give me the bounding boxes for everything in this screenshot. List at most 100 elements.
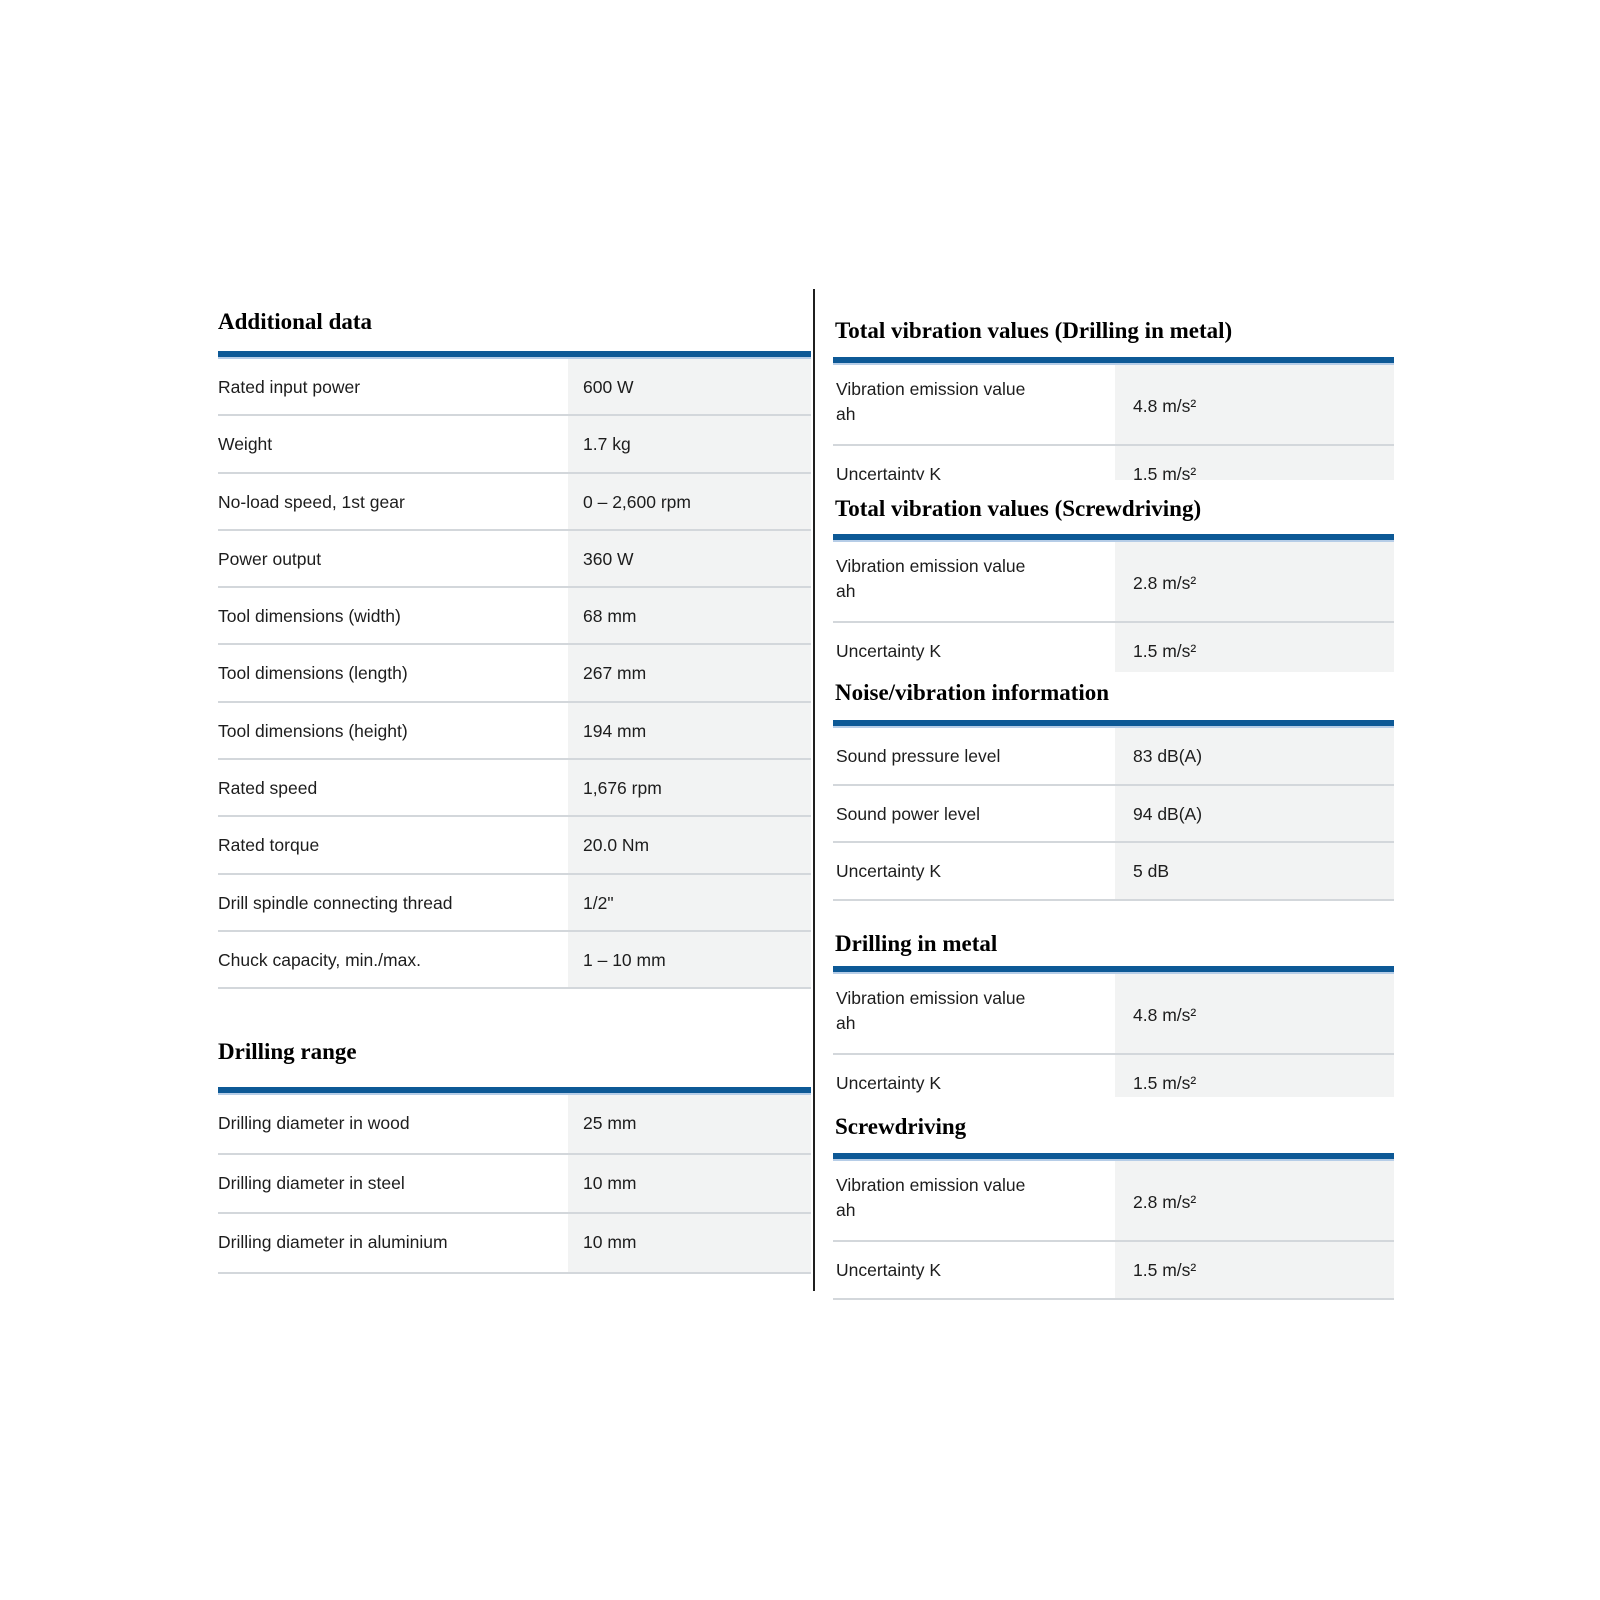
spec-value: 2.8 m/s²	[1115, 542, 1394, 621]
section-title-noise-vibration: Noise/vibration information	[835, 680, 1110, 705]
table-accent-bar	[218, 351, 811, 359]
table-row: Vibration emission value ah 2.8 m/s²	[833, 1161, 1394, 1242]
spec-label: Tool dimensions (height)	[218, 720, 408, 741]
additional-data-table: Rated input power 600 W Weight 1.7 kg No…	[218, 351, 811, 990]
section-title-additional-data: Additional data	[218, 309, 373, 334]
table-row: Drilling diameter in aluminium 10 mm	[218, 1214, 811, 1274]
spec-label: No-load speed, 1st gear	[218, 491, 405, 512]
spec-label: Rated input power	[218, 377, 361, 397]
vibration-drilling-metal-table: Vibration emission value ah 4.8 m/s² Unc…	[833, 357, 1394, 480]
drilling-in-metal-table: Vibration emission value ah 4.8 m/s² Unc…	[833, 966, 1394, 1097]
spec-label: Drill spindle connecting thread	[218, 892, 453, 913]
table-row: Uncertainty K 5 dB	[833, 843, 1394, 901]
table-row-clipped: Uncertainty K 1.5 m/s²	[833, 1055, 1394, 1097]
section-title-drilling-range: Drilling range	[218, 1039, 357, 1064]
table-accent-bar	[833, 1153, 1394, 1161]
spec-value: 5 dB	[1115, 843, 1394, 899]
table-row: Tool dimensions (height) 194 mm	[218, 702, 811, 761]
spec-value: 1.5 m/s²	[1115, 623, 1394, 672]
section-title-vibration-drilling-metal: Total vibration values (Drilling in meta…	[835, 318, 1233, 343]
spec-value: 1.5 m/s²	[1115, 1242, 1394, 1298]
spec-label: Uncertainty K	[833, 843, 1115, 899]
spec-label-text: Uncertainty K	[836, 641, 942, 661]
table-accent-bar	[218, 1087, 811, 1095]
table-row-clipped: Uncertainty K 1.5 m/s²	[833, 623, 1394, 672]
spec-label: Drilling diameter in aluminium	[218, 1232, 448, 1252]
spec-value: 194 mm	[568, 702, 811, 759]
spec-value: 68 mm	[568, 588, 811, 644]
screwdriving-table: Vibration emission value ah 2.8 m/s² Unc…	[833, 1153, 1394, 1302]
spec-label-text: Vibration emission value ah	[836, 1175, 1026, 1220]
spec-label: Power output	[218, 548, 322, 569]
spec-value: 2.8 m/s²	[1115, 1161, 1394, 1240]
spec-value: 267 mm	[568, 645, 811, 701]
spec-value: 20.0 Nm	[568, 817, 811, 873]
spec-label: Weight	[218, 434, 273, 455]
spec-label: Vibration emission value ah	[833, 974, 1115, 1053]
spec-value: 4.8 m/s²	[1115, 974, 1394, 1053]
table-row: Power output 360 W	[218, 530, 811, 589]
spec-label: Uncertainty K	[833, 623, 1115, 672]
spec-value: 0 – 2,600 rpm	[568, 473, 811, 529]
table-row: Tool dimensions (length) 267 mm	[218, 645, 811, 703]
spec-label-text: Vibration emission value ah	[836, 379, 1026, 424]
table-row: No-load speed, 1st gear 0 – 2,600 rpm	[218, 473, 811, 531]
spec-label-text: Vibration emission value ah	[836, 556, 1026, 601]
table-row: Tool dimensions (width) 68 mm	[218, 588, 811, 646]
table-row: Rated torque 20.0 Nm	[218, 817, 811, 875]
table-row: Rated input power 600 W	[218, 359, 811, 417]
section-title-drilling-in-metal: Drilling in metal	[835, 931, 998, 956]
spec-label: Uncertainty K	[833, 1055, 1115, 1097]
spec-label-text: Uncertainty K	[836, 1260, 942, 1280]
spec-label-text: Sound power level	[836, 803, 980, 824]
spec-label: Tool dimensions (width)	[218, 606, 401, 627]
spec-label: Drilling diameter in wood	[218, 1113, 410, 1133]
spec-label: Rated speed	[218, 778, 318, 799]
spec-value: 1,676 rpm	[568, 760, 811, 816]
spec-label-text: Sound pressure level	[836, 746, 1001, 766]
spec-value: 10 mm	[568, 1214, 811, 1272]
table-row: Drilling diameter in steel 10 mm	[218, 1154, 811, 1214]
spec-label-text: Vibration emission value ah	[836, 988, 1026, 1033]
table-row: Drill spindle connecting thread 1/2"	[218, 874, 811, 932]
spec-value: 1.7 kg	[568, 416, 811, 472]
spec-value: 4.8 m/s²	[1115, 365, 1394, 444]
column-divider	[813, 289, 815, 1291]
table-row: Sound power level 94 dB(A)	[833, 785, 1394, 843]
spec-label: Chuck capacity, min./max.	[218, 949, 421, 970]
section-title-vibration-screwdriving: Total vibration values (Screwdriving)	[835, 496, 1202, 521]
spec-label: Sound pressure level	[833, 728, 1115, 784]
spec-label-text: Uncertainty K	[836, 861, 942, 881]
table-row: Chuck capacity, min./max. 1 – 10 mm	[218, 931, 811, 990]
spec-label: Tool dimensions (length)	[218, 663, 408, 684]
spec-label: Vibration emission value ah	[833, 365, 1115, 444]
spec-label-text: Uncertainty K	[836, 1073, 942, 1093]
spec-value: 1.5 m/s²	[1115, 1055, 1394, 1097]
table-row: Vibration emission value ah 4.8 m/s²	[833, 365, 1394, 446]
spec-value: 83 dB(A)	[1115, 728, 1394, 784]
table-row: Drilling diameter in wood 25 mm	[218, 1095, 811, 1155]
spec-value: 25 mm	[568, 1095, 811, 1153]
table-row: Sound pressure level 83 dB(A)	[833, 728, 1394, 786]
table-accent-bar	[833, 357, 1394, 365]
noise-vibration-table: Sound pressure level 83 dB(A) Sound powe…	[833, 720, 1394, 902]
spec-value: 10 mm	[568, 1154, 811, 1212]
table-accent-bar	[833, 720, 1394, 728]
spec-value: 1 – 10 mm	[568, 931, 811, 988]
table-row: Uncertainty K 1.5 m/s²	[833, 1242, 1394, 1300]
table-row: Rated speed 1,676 rpm	[218, 760, 811, 818]
drilling-range-table: Drilling diameter in wood 25 mm Drilling…	[218, 1087, 811, 1274]
spec-label: Sound power level	[833, 786, 1115, 842]
spec-value: 1/2"	[568, 874, 811, 930]
table-row: Vibration emission value ah 2.8 m/s²	[833, 542, 1394, 623]
spec-label: Uncertainty K	[833, 446, 1115, 480]
spec-value: 1.5 m/s²	[1115, 446, 1394, 480]
spec-value: 360 W	[568, 530, 811, 587]
table-accent-bar	[833, 966, 1394, 974]
spec-label: Vibration emission value ah	[833, 1161, 1115, 1240]
spec-label-text: Uncertainty K	[836, 464, 942, 480]
vibration-screwdriving-table: Vibration emission value ah 2.8 m/s² Unc…	[833, 534, 1394, 672]
spec-label: Uncertainty K	[833, 1242, 1115, 1298]
table-row: Vibration emission value ah 4.8 m/s²	[833, 974, 1394, 1055]
